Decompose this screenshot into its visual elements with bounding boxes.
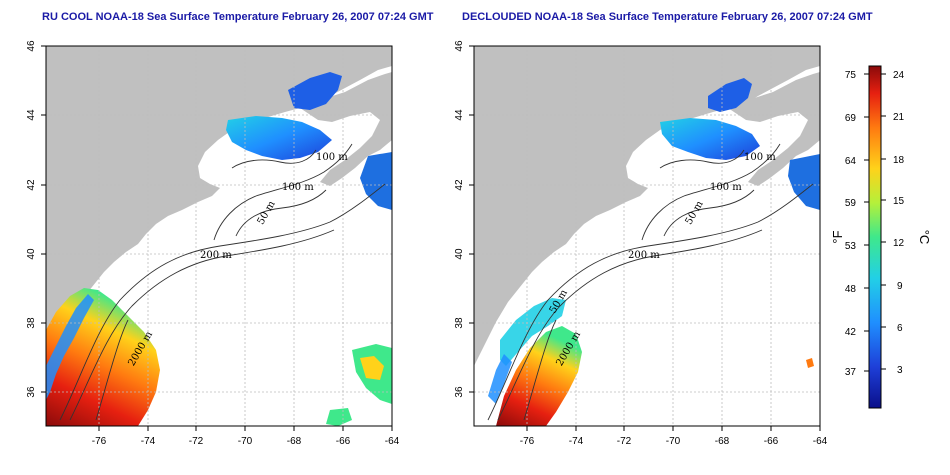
right-panel-title: DECLOUDED NOAA-18 Sea Surface Temperatur… xyxy=(462,11,873,23)
left-x-tick: -66 xyxy=(336,436,351,447)
left-x-tick: -72 xyxy=(189,436,204,447)
colorbar-f-tick: 53 xyxy=(845,241,857,252)
right-x-axis: -76 -74 -72 -70 -68 -66 -64 xyxy=(520,426,828,447)
left-y-tick: 42 xyxy=(26,179,37,191)
right-x-tick: -70 xyxy=(666,436,681,447)
colorbar-c-tick: 12 xyxy=(893,238,905,249)
colorbar-fahrenheit-ticks: 75 69 64 59 53 48 42 37 xyxy=(845,70,869,378)
colorbar-f-tick: 69 xyxy=(845,113,857,124)
colorbar-f-tick: 59 xyxy=(845,198,857,209)
right-sst-gulf-maine xyxy=(660,118,760,160)
left-y-tick: 36 xyxy=(26,386,37,398)
left-y-tick: 44 xyxy=(26,109,37,121)
colorbar-c-tick: 6 xyxy=(897,323,903,334)
right-y-tick: 44 xyxy=(454,109,465,121)
colorbar-c-tick: 21 xyxy=(893,112,905,123)
right-map-frame xyxy=(473,45,821,427)
left-sst-patch-east-warm xyxy=(360,356,384,380)
colorbar-c-tick: 18 xyxy=(893,155,905,166)
right-sst-shelf xyxy=(500,298,566,366)
right-y-tick: 38 xyxy=(454,317,465,329)
right-x-tick: -66 xyxy=(764,436,779,447)
right-grid xyxy=(474,46,820,426)
left-sst-fundy xyxy=(288,72,342,110)
colorbar-c-tick: 24 xyxy=(893,70,905,81)
left-y-tick: 40 xyxy=(26,248,37,260)
colorbar-fahrenheit-label: °F xyxy=(830,230,845,243)
colorbar-gradient xyxy=(868,65,882,409)
right-contour-label-200m: 200 m xyxy=(628,250,660,261)
left-map: 100 m 100 m 50 m 200 m 2000 m xyxy=(45,45,393,427)
colorbar-f-tick: 64 xyxy=(845,156,857,167)
left-sst-patch-south xyxy=(326,408,352,426)
right-contour-label-100m-b: 100 m xyxy=(710,182,742,193)
left-contour-label-100m-b: 100 m xyxy=(282,182,314,193)
right-sst-gulfstream xyxy=(496,326,582,426)
right-map-land-ns xyxy=(728,72,820,186)
colorbar-celsius-ticks: 24 21 18 15 12 9 6 3 xyxy=(881,70,905,376)
left-x-tick: -74 xyxy=(141,436,156,447)
left-panel-title: RU COOL NOAA-18 Sea Surface Temperature … xyxy=(42,11,434,23)
right-map: 100 m 100 m 50 m 200 m 2000 m 50 m xyxy=(473,45,821,427)
left-sst-shelf-cool xyxy=(46,294,94,400)
right-panel: DECLOUDED NOAA-18 Sea Surface Temperatur… xyxy=(454,11,873,447)
right-y-tick: 46 xyxy=(454,40,465,52)
left-x-tick: -64 xyxy=(385,436,400,447)
right-contours xyxy=(487,143,814,421)
colorbar-c-tick: 15 xyxy=(893,196,905,207)
colorbar-f-tick: 37 xyxy=(845,367,857,378)
right-x-tick: -74 xyxy=(569,436,584,447)
left-x-tick: -70 xyxy=(238,436,253,447)
right-sst-dot xyxy=(806,358,814,368)
right-sst-shelf-blue xyxy=(488,354,512,404)
colorbar-celsius-label: °C xyxy=(917,230,932,245)
left-y-tick: 38 xyxy=(26,317,37,329)
left-x-axis: -76 -74 -72 -70 -68 -66 -64 xyxy=(92,426,400,447)
left-map-frame xyxy=(45,45,393,427)
right-x-tick: -68 xyxy=(715,436,730,447)
left-contours xyxy=(59,143,386,421)
left-contour-label-100m-a: 100 m xyxy=(316,152,348,163)
left-sst-gulf-maine xyxy=(226,116,332,160)
left-x-tick: -68 xyxy=(287,436,302,447)
left-contour-label-200m: 200 m xyxy=(200,250,232,261)
left-x-tick: -76 xyxy=(92,436,107,447)
right-y-axis: 36 38 40 42 44 46 xyxy=(454,40,474,398)
left-sst-east xyxy=(360,152,392,210)
colorbar-f-tick: 75 xyxy=(845,70,857,81)
right-x-tick: -76 xyxy=(520,436,535,447)
left-panel: RU COOL NOAA-18 Sea Surface Temperature … xyxy=(26,11,434,447)
left-map-land xyxy=(46,46,392,366)
left-grid xyxy=(46,46,392,426)
right-contour-label-100m-a: 100 m xyxy=(744,152,776,163)
colorbar: °F °C 75 69 64 59 53 48 42 37 xyxy=(830,65,932,409)
right-sst-fundy xyxy=(708,78,752,112)
right-y-tick: 36 xyxy=(454,386,465,398)
right-y-tick: 42 xyxy=(454,179,465,191)
colorbar-c-tick: 9 xyxy=(897,281,903,292)
colorbar-c-tick: 3 xyxy=(897,365,903,376)
right-x-tick: -64 xyxy=(813,436,828,447)
right-x-tick: -72 xyxy=(617,436,632,447)
colorbar-f-tick: 42 xyxy=(845,327,857,338)
right-map-land xyxy=(474,46,820,366)
colorbar-f-tick: 48 xyxy=(845,284,857,295)
left-y-tick: 46 xyxy=(26,40,37,52)
right-y-tick: 40 xyxy=(454,248,465,260)
left-y-axis: 36 38 40 42 44 46 xyxy=(26,40,46,398)
right-sst-east xyxy=(788,154,820,210)
